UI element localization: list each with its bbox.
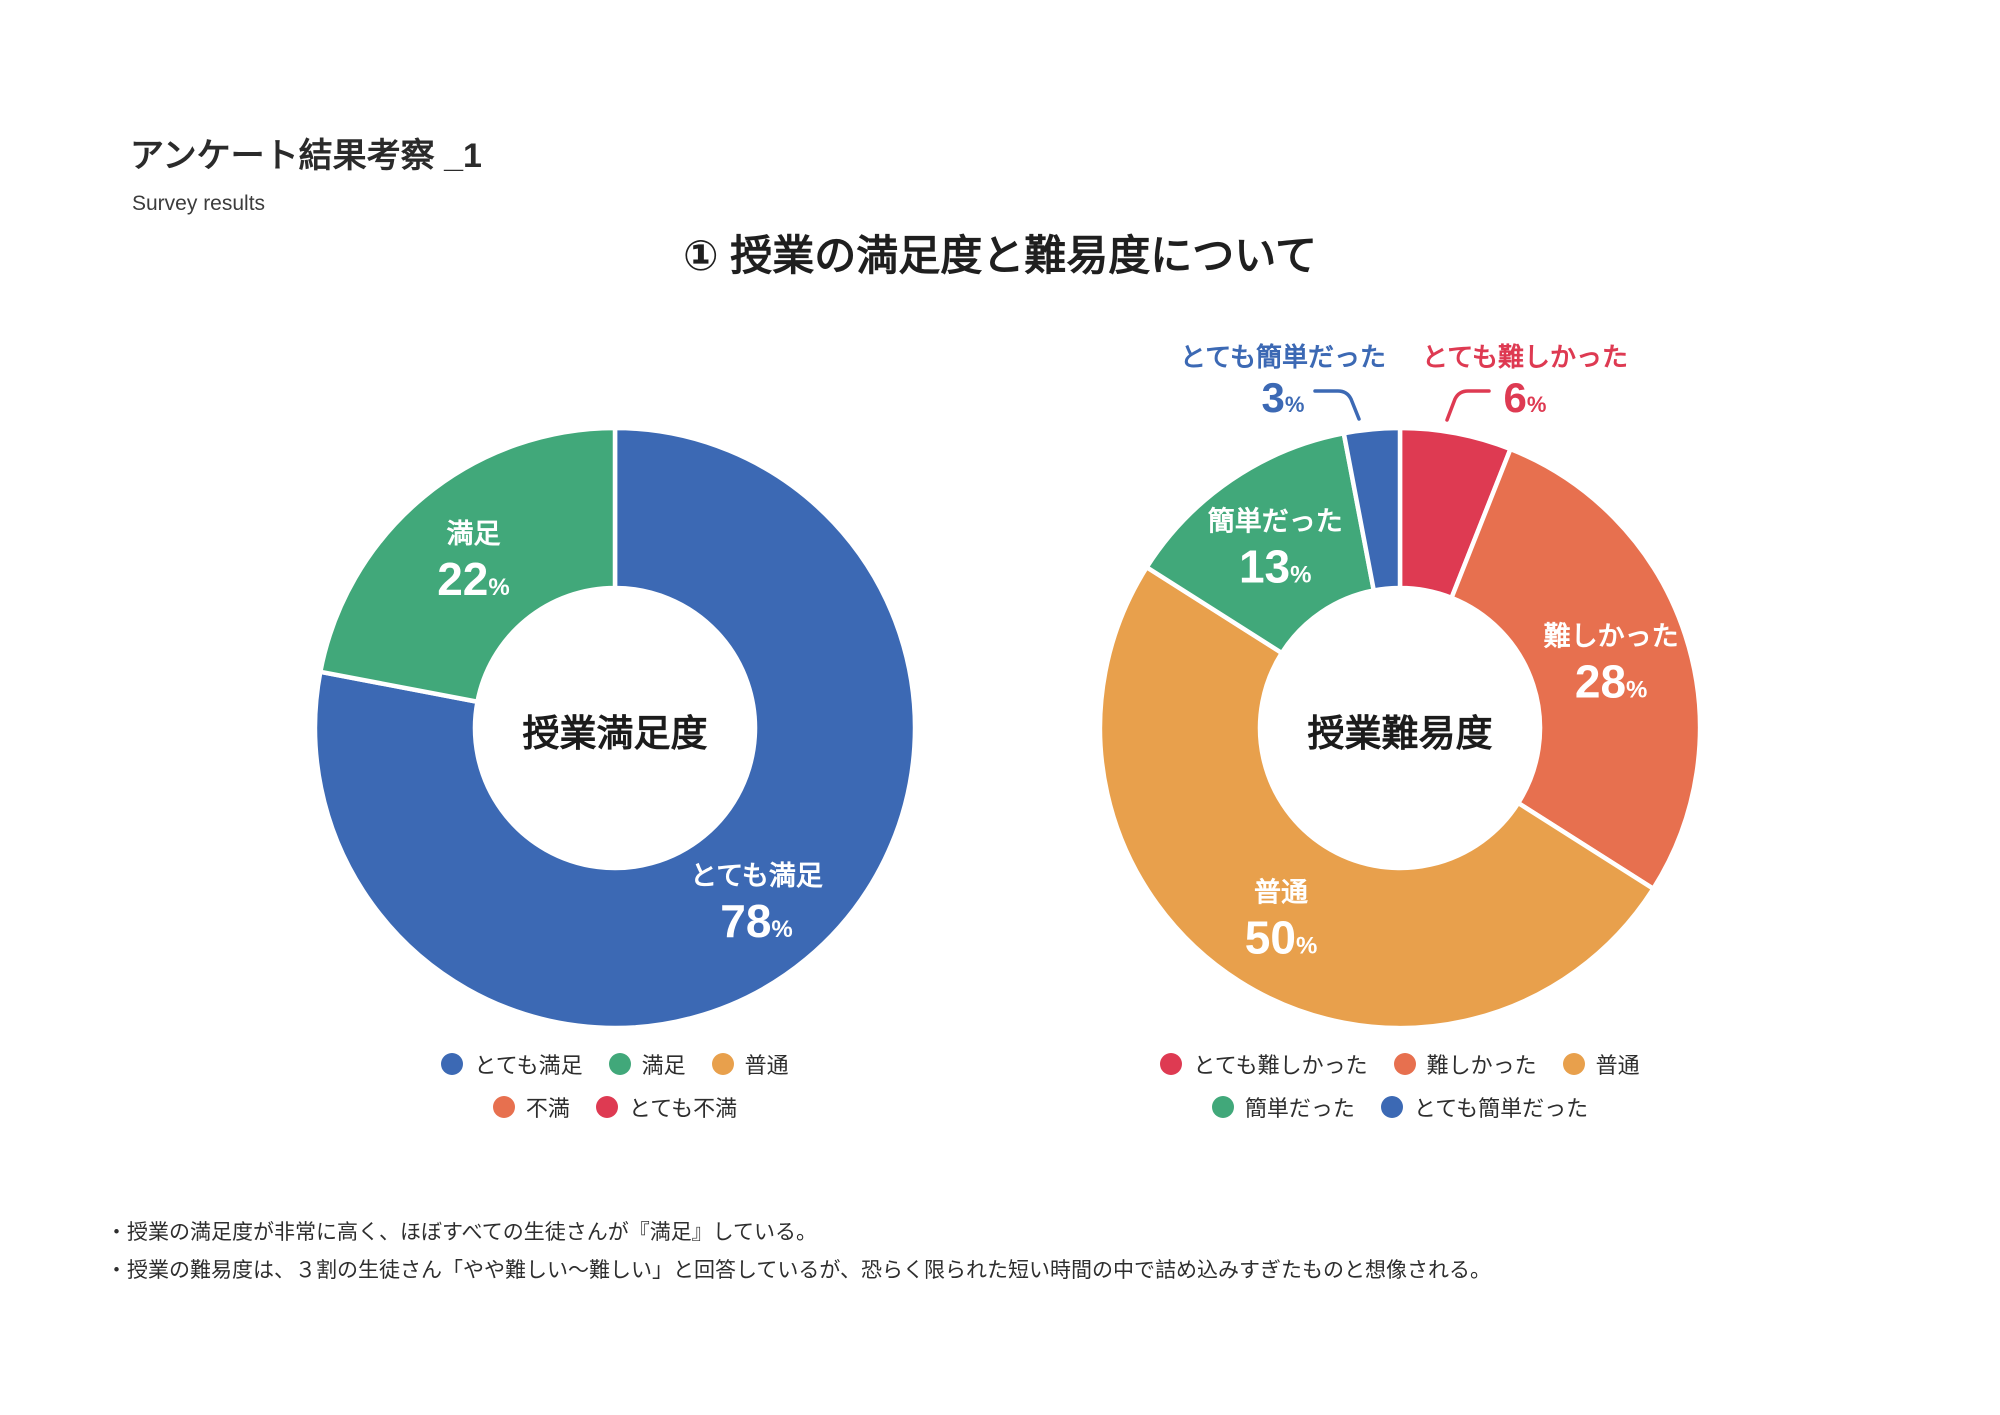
donut-slice-2 xyxy=(1097,565,1656,1031)
legend-item: とても満足 xyxy=(441,1048,583,1080)
legend-label: 簡単だった xyxy=(1244,1096,1355,1121)
satisfaction-chart-center-label: 授業満足度 xyxy=(522,713,708,754)
legend-item: とても簡単だった xyxy=(1380,1091,1589,1123)
legend-row: とても満足 満足 普通 xyxy=(295,1048,935,1080)
legend-item: 満足 xyxy=(608,1048,686,1080)
legend-label: 普通 xyxy=(744,1053,789,1078)
slice-value: 78% xyxy=(720,895,793,947)
legend-item: 簡単だった xyxy=(1211,1091,1355,1123)
legend-label: とても不満 xyxy=(628,1096,738,1121)
legend-dot xyxy=(595,1096,618,1118)
donut-slice-3 xyxy=(1144,431,1377,656)
slice-value: 22% xyxy=(437,553,510,605)
legend-row: 不満 とても不満 xyxy=(295,1091,935,1123)
legend-label: とても難しかった xyxy=(1193,1053,1368,1078)
callout-very-easy: とても簡単だった 3% xyxy=(1180,337,1386,419)
legend-dot xyxy=(1211,1096,1234,1118)
legend-label: 普通 xyxy=(1595,1053,1640,1078)
slice-value: 28% xyxy=(1575,655,1648,707)
slice-name: とても満足 xyxy=(690,861,823,891)
notes: ・授業の満足度が非常に高く、ほぼすべての生徒さんが『満足』している。 ・授業の難… xyxy=(106,1214,1491,1290)
callout-very-hard-label: とても難しかった xyxy=(1422,342,1628,372)
difficulty-chart-center-label: 授業難易度 xyxy=(1307,713,1493,754)
legend-label: とても簡単だった xyxy=(1413,1096,1589,1121)
legend-label: 難しかった xyxy=(1426,1053,1537,1078)
legend-dot xyxy=(1380,1096,1403,1118)
page-title: アンケート結果考察 _1 xyxy=(130,137,482,175)
section-heading: ① 授業の満足度と難易度について xyxy=(683,232,1317,279)
legend-item: 不満 xyxy=(492,1091,570,1123)
donut-slice-0 xyxy=(312,425,918,1031)
slice-name: 難しかった xyxy=(1544,621,1679,651)
legend-item: 普通 xyxy=(1562,1048,1640,1080)
legend-dot xyxy=(441,1053,464,1075)
callout-very-easy-label: とても簡単だった xyxy=(1180,342,1386,372)
legend-dot xyxy=(492,1096,515,1118)
legend-label: 不満 xyxy=(525,1096,570,1121)
donut-slice-1 xyxy=(318,425,618,705)
legend-dot xyxy=(1160,1053,1183,1075)
slice-value: 13% xyxy=(1239,540,1312,592)
legend-item: とても不満 xyxy=(595,1091,738,1123)
difficulty-legend: とても難しかった 難しかった 普通 簡単だった とても簡単だった xyxy=(1080,1048,1720,1123)
legend-dot xyxy=(608,1053,631,1075)
legend-row: 簡単だった とても簡単だった xyxy=(1080,1091,1720,1123)
page-subtitle: Survey results xyxy=(132,192,266,215)
legend-dot xyxy=(711,1053,734,1075)
note-line: ・授業の満足度が非常に高く、ほぼすべての生徒さんが『満足』している。 xyxy=(106,1221,818,1244)
satisfaction-donut-chart: とても満足 78% 満足 22% xyxy=(312,425,918,1031)
legend-item: とても難しかった xyxy=(1160,1048,1368,1080)
legend-row: とても難しかった 難しかった 普通 xyxy=(1080,1048,1720,1080)
callout-very-hard-value: 6% xyxy=(1503,374,1547,421)
slice-name: 普通 xyxy=(1254,876,1308,907)
slice-name: 満足 xyxy=(446,519,500,549)
callout-leader-lines xyxy=(1313,389,1491,422)
donut-slice-4 xyxy=(1341,425,1403,593)
callout-very-easy-value: 3% xyxy=(1261,374,1305,421)
legend-item: 普通 xyxy=(711,1048,789,1080)
slice-name: 簡単だった xyxy=(1208,505,1343,536)
legend-label: 満足 xyxy=(641,1053,686,1078)
satisfaction-legend: とても満足 満足 普通 不満 とても不満 xyxy=(295,1048,935,1123)
slice-value: 50% xyxy=(1245,911,1318,963)
legend-dot xyxy=(1393,1053,1416,1075)
legend-dot xyxy=(1562,1053,1585,1075)
legend-label: とても満足 xyxy=(474,1053,583,1078)
callout-very-hard: とても難しかった 6% xyxy=(1422,337,1628,419)
leader-line-very-hard xyxy=(1445,389,1491,422)
difficulty-donut-chart: 難しかった 28% 普通 50% 簡単だった 13% xyxy=(1097,425,1703,1031)
donut-slice-1 xyxy=(1449,446,1703,891)
leader-line-very-easy xyxy=(1313,389,1361,421)
legend-item: 難しかった xyxy=(1393,1048,1537,1080)
note-line: ・授業の難易度は、３割の生徒さん「やや難しい〜難しい」と回答しているが、恐らく限… xyxy=(106,1259,1491,1282)
